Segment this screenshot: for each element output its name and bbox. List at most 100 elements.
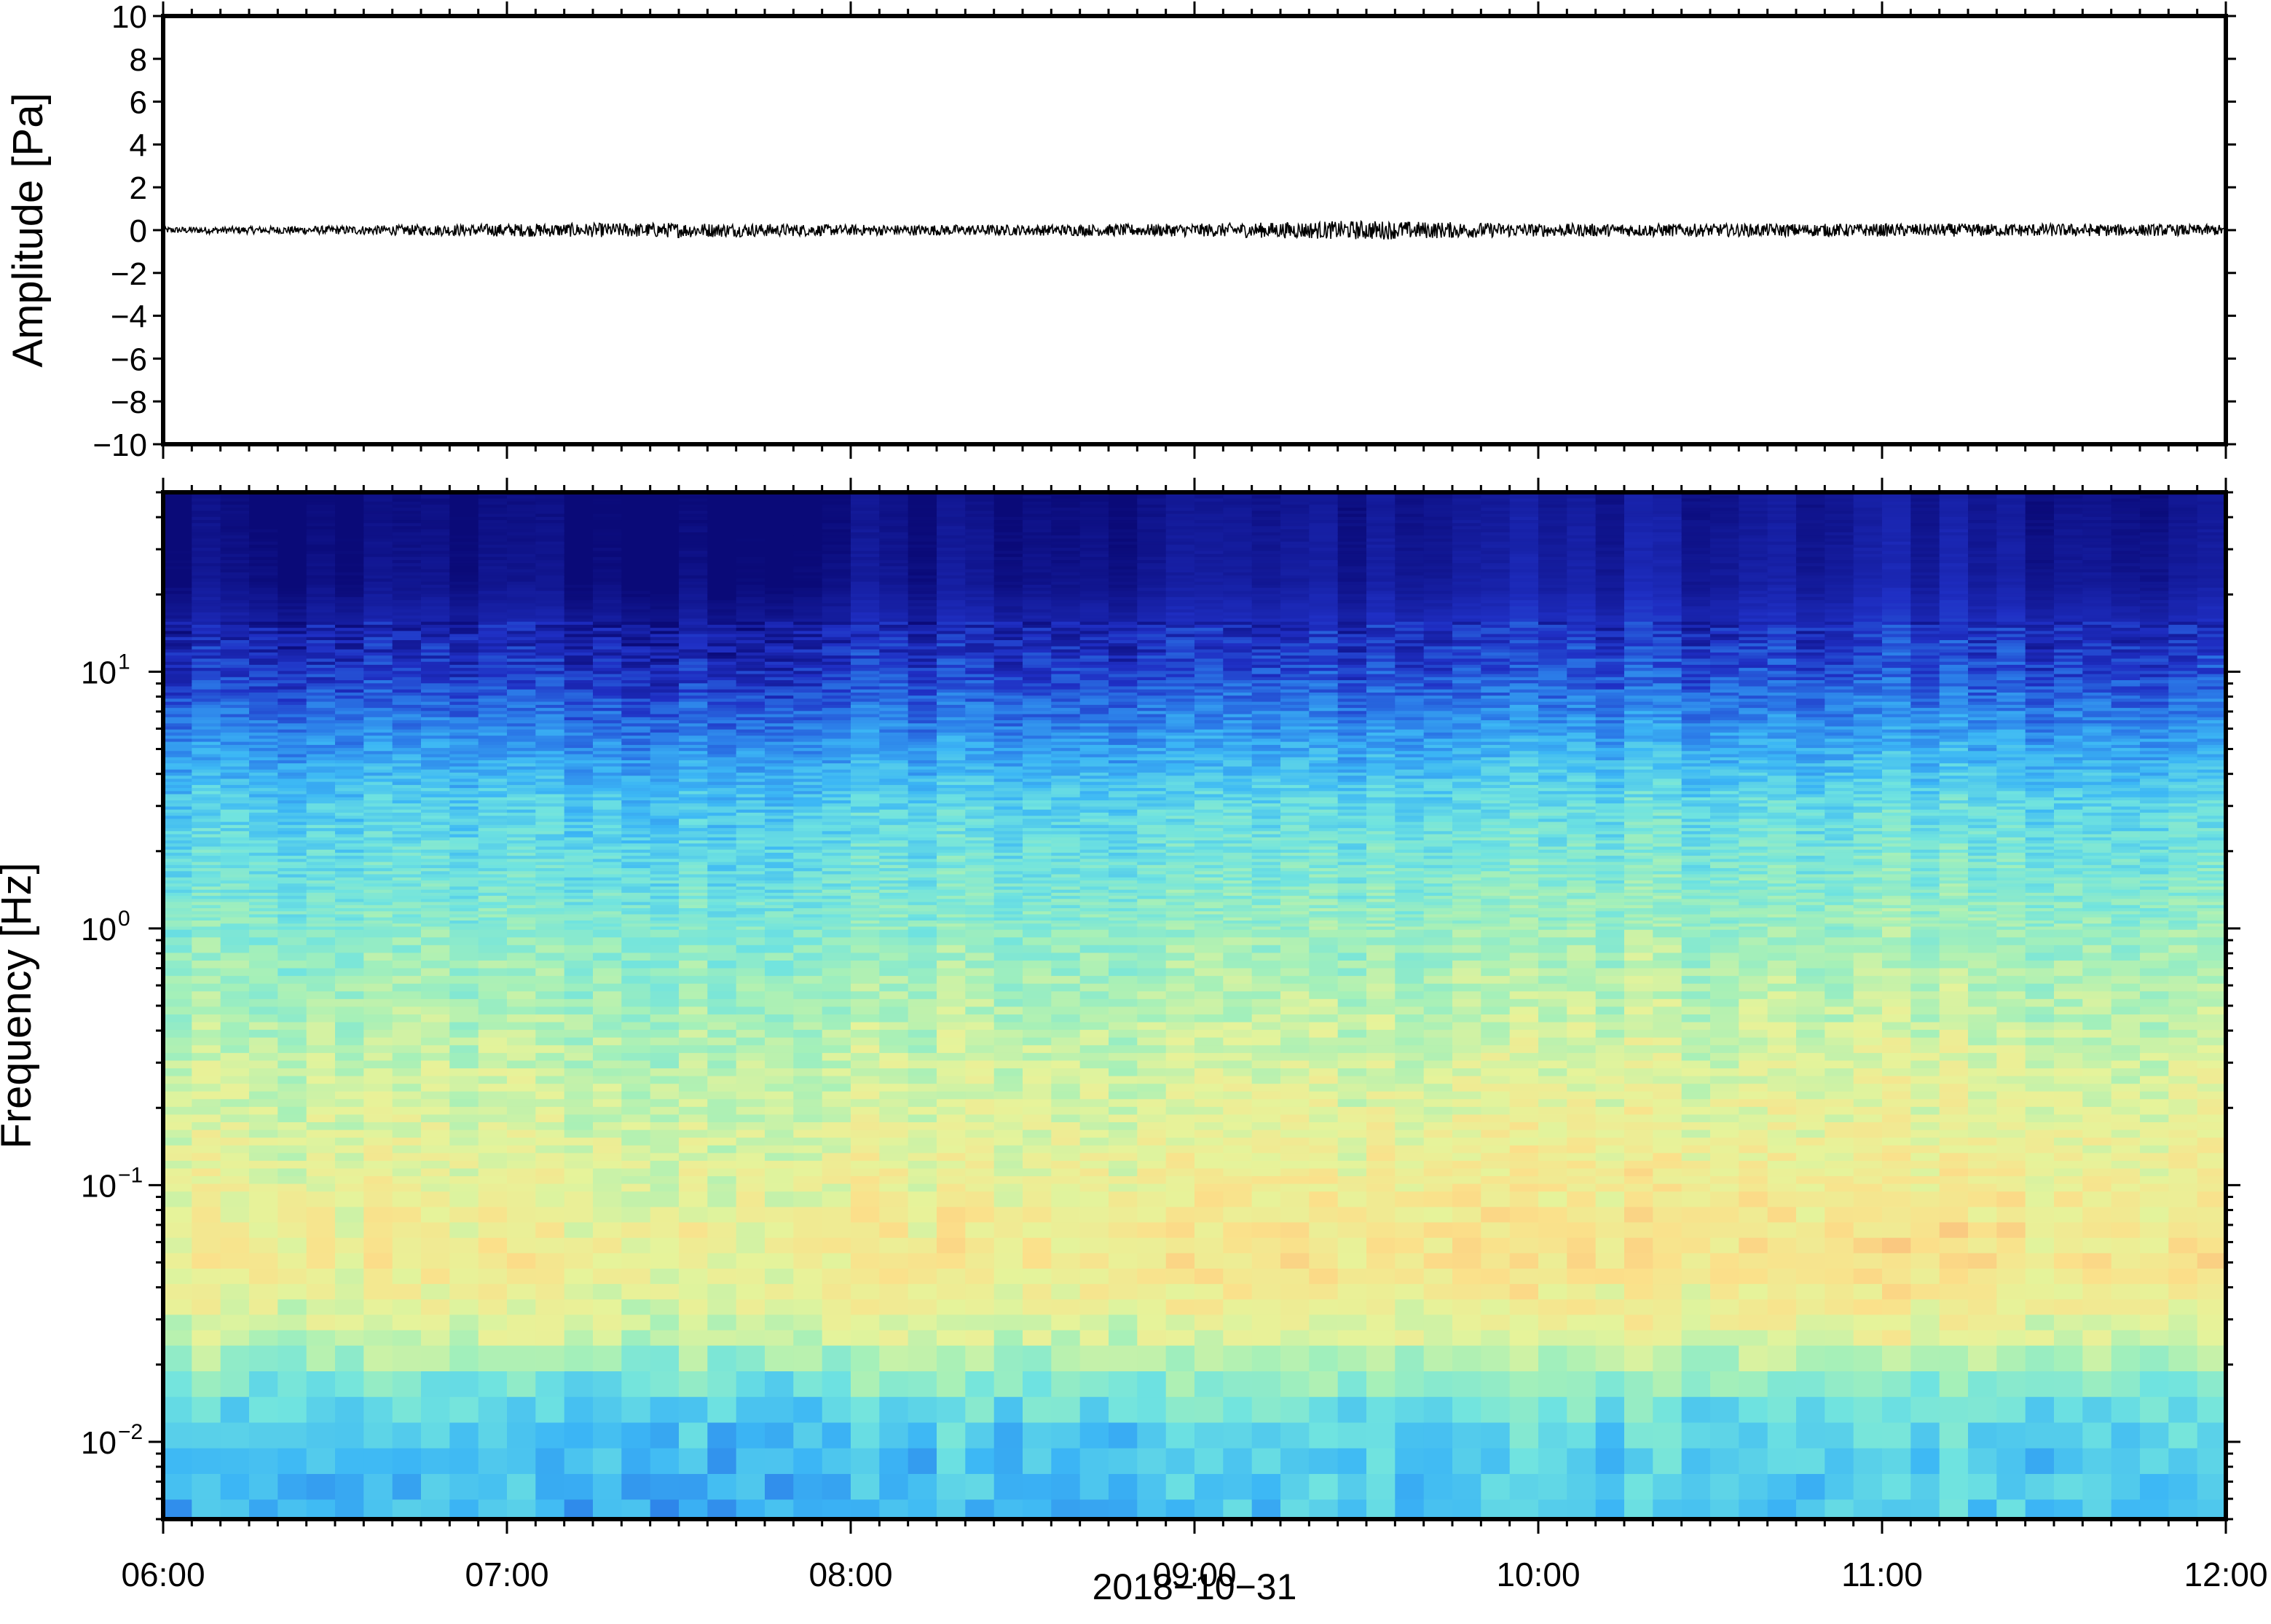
- spectrogram-cell: [650, 677, 680, 681]
- spectrogram-cell: [192, 1422, 221, 1449]
- spectrogram-cell: [822, 886, 851, 891]
- spectrogram-cell: [736, 1345, 765, 1372]
- spectrogram-cell: [421, 1030, 451, 1038]
- spectrogram-cell: [793, 1237, 823, 1254]
- spectrogram-cell: [765, 1114, 795, 1123]
- spectrogram-cell: [449, 643, 479, 647]
- spectrogram-cell: [335, 1045, 365, 1054]
- spectrogram-cell: [220, 658, 250, 663]
- spectrogram-cell: [249, 846, 279, 851]
- spectrogram-cell: [392, 532, 422, 536]
- spectrogram-cell: [192, 723, 221, 728]
- spectrogram-cell: [449, 816, 479, 820]
- spectrogram-cell: [306, 520, 336, 524]
- spectrogram-cell: [306, 636, 336, 641]
- spectrogram-cell: [449, 953, 479, 961]
- spectrogram-cell: [650, 711, 680, 715]
- spectrogram-cell: [507, 732, 537, 736]
- spectrogram-cell: [163, 501, 193, 505]
- spectrogram-cell: [421, 961, 451, 969]
- spectrogram-cell: [335, 1022, 365, 1030]
- spectrogram-cell: [765, 680, 795, 684]
- spectrogram-cell: [421, 1222, 451, 1239]
- spectrogram-cell: [220, 856, 250, 860]
- spectrogram-cell: [707, 914, 737, 918]
- spectrogram-cell: [306, 772, 336, 776]
- spectrogram-cell: [621, 772, 651, 776]
- spectrogram-cell: [363, 781, 393, 786]
- spectrogram-cell: [650, 501, 680, 505]
- spectrogram-cell: [822, 520, 851, 524]
- spectrogram-cell: [163, 748, 193, 752]
- spectrogram-cell: [851, 1060, 881, 1069]
- spectrogram-cell: [163, 902, 193, 906]
- spectrogram-cell: [421, 1191, 451, 1208]
- spectrogram-cell: [163, 766, 193, 770]
- spectrogram-cell: [621, 945, 651, 954]
- spectrogram-cell: [163, 824, 193, 829]
- spectrogram-cell: [363, 852, 393, 856]
- spectrogram-cell: [192, 760, 221, 764]
- spectrogram-cell: [650, 612, 680, 616]
- spectrogram-cell: [593, 757, 623, 761]
- spectrogram-cell: [822, 772, 851, 776]
- spectrogram-cell: [421, 917, 451, 921]
- spectrogram-cell: [793, 871, 823, 875]
- spectrogram-cell: [650, 886, 680, 891]
- spectrogram-cell: [392, 646, 422, 650]
- spectrogram-cell: [679, 816, 709, 820]
- spectrogram-cell: [278, 821, 307, 826]
- spectrogram-cell: [278, 535, 307, 540]
- spectrogram-cell: [392, 1052, 422, 1062]
- spectrogram-cell: [192, 779, 221, 783]
- spectrogram-cell: [478, 781, 508, 786]
- spectrogram-cell: [192, 1106, 221, 1116]
- spectrogram-cell: [535, 591, 565, 595]
- spectrogram-cell: [650, 498, 680, 502]
- spectrogram-cell: [421, 596, 451, 601]
- spectrogram-cell: [793, 738, 823, 743]
- spectrogram-cell: [822, 668, 851, 672]
- spectrogram-cell: [449, 831, 479, 835]
- spectrogram-cell: [851, 612, 881, 616]
- spectrogram-cell: [679, 763, 709, 768]
- spectrogram-cell: [765, 711, 795, 715]
- spectrogram-cell: [192, 677, 221, 681]
- spectrogram-cell: [707, 1006, 737, 1015]
- spectrogram-cell: [822, 649, 851, 653]
- spectrogram-cell: [249, 1084, 279, 1092]
- spectrogram-cell: [650, 998, 680, 1008]
- spectrogram-cell: [192, 498, 221, 502]
- spectrogram-cell: [736, 902, 765, 906]
- spectrogram-cell: [793, 732, 823, 736]
- spectrogram-cell: [793, 904, 823, 909]
- spectrogram-cell: [707, 923, 737, 928]
- spectrogram-cell: [621, 788, 651, 792]
- spectrogram-cell: [220, 1052, 250, 1062]
- spectrogram-cell: [679, 998, 709, 1008]
- spectrogram-cell: [192, 821, 221, 826]
- spectrogram-cell: [650, 821, 680, 826]
- spectrogram-cell: [507, 498, 537, 502]
- spectrogram-cell: [564, 520, 594, 524]
- spectrogram-cell: [793, 1130, 823, 1138]
- spectrogram-cell: [220, 914, 250, 918]
- spectrogram-cell: [449, 600, 479, 604]
- spectrogram-cell: [736, 708, 765, 712]
- spectrogram-cell: [793, 529, 823, 533]
- spectrogram-cell: [822, 840, 851, 844]
- spectrogram-cell: [335, 868, 365, 872]
- spectrogram-cell: [306, 914, 336, 918]
- spectrogram-cell: [679, 726, 709, 730]
- spectrogram-cell: [650, 693, 680, 696]
- spectrogram-cell: [507, 581, 537, 586]
- spectrogram-cell: [449, 581, 479, 586]
- spectrogram-cell: [535, 628, 565, 632]
- spectrogram-cell: [220, 1122, 250, 1131]
- spectrogram-cell: [765, 809, 795, 813]
- spectrogram-cell: [507, 849, 537, 854]
- spectrogram-cell: [707, 899, 737, 903]
- spectrogram-cell: [192, 880, 221, 884]
- spectrogram-cell: [736, 584, 765, 588]
- spectrogram-cell: [507, 563, 537, 567]
